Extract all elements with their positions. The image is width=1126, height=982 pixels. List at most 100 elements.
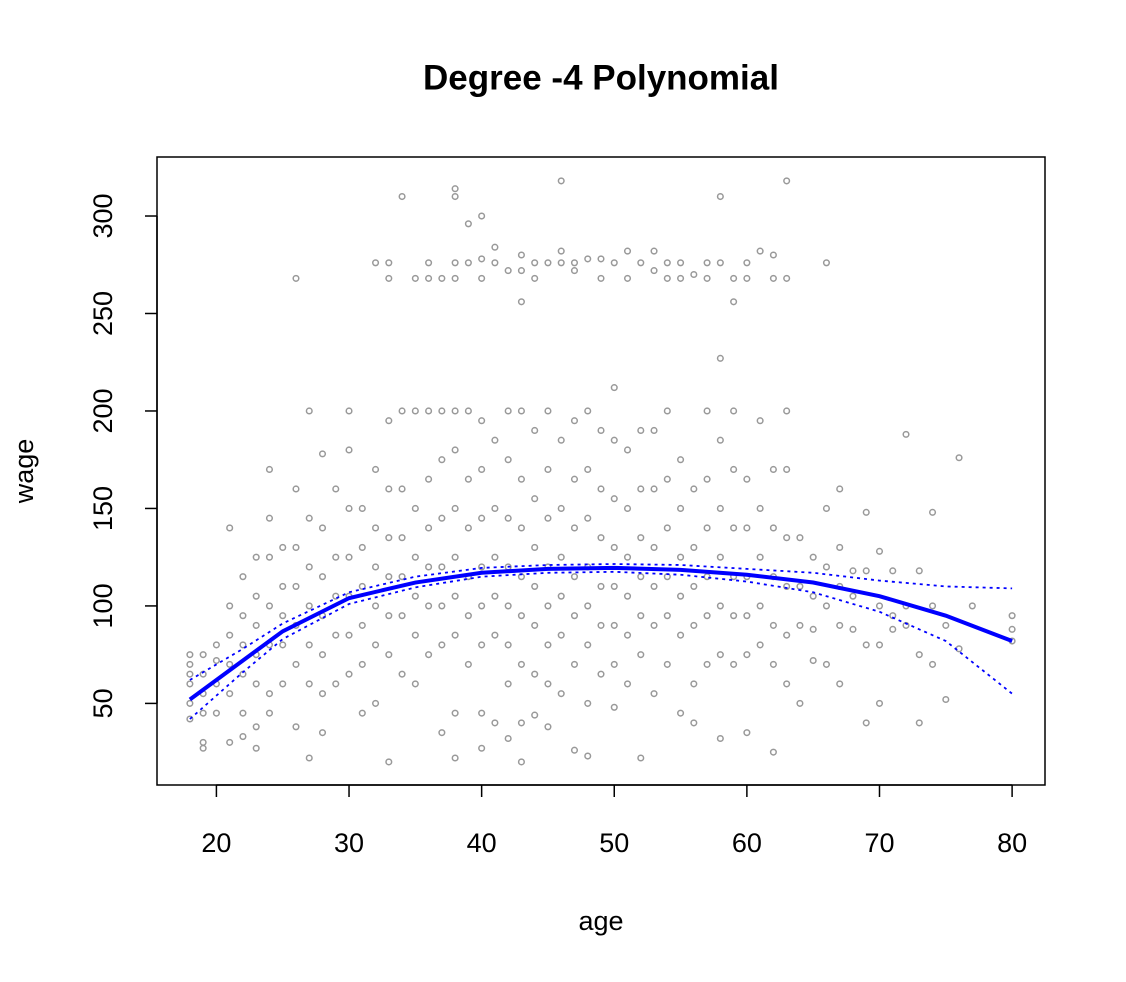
- data-point: [809, 656, 817, 665]
- data-point: [610, 495, 618, 503]
- data-point: [743, 259, 751, 267]
- data-point: [385, 274, 393, 282]
- data-point: [677, 274, 685, 282]
- y-tick-label: 300: [88, 193, 118, 238]
- data-point: [584, 465, 592, 474]
- data-point: [531, 670, 539, 678]
- data-point: [570, 475, 579, 483]
- data-point: [332, 553, 340, 561]
- data-point: [504, 680, 512, 688]
- data-point: [451, 185, 459, 193]
- data-point: [358, 504, 366, 513]
- data-point: [372, 641, 380, 649]
- data-point: [464, 220, 472, 228]
- data-point: [544, 680, 552, 688]
- data-point: [663, 524, 671, 532]
- data-point: [902, 430, 910, 438]
- data-point: [730, 298, 738, 306]
- data-point: [425, 274, 433, 282]
- data-point: [517, 298, 525, 306]
- data-point: [411, 592, 419, 600]
- data-point: [265, 553, 274, 561]
- data-point: [822, 563, 830, 571]
- x-tick-label: 50: [599, 828, 629, 858]
- data-point: [783, 465, 791, 474]
- y-axis-label: wage: [9, 439, 39, 505]
- data-point: [862, 567, 870, 575]
- data-point: [305, 407, 313, 415]
- fit-line: [188, 565, 1013, 702]
- x-tick-label: 20: [201, 828, 231, 858]
- data-point: [451, 631, 459, 639]
- data-point: [730, 612, 738, 620]
- data-point: [504, 602, 512, 610]
- x-tick-label: 60: [732, 828, 762, 858]
- data-point: [372, 563, 380, 571]
- data-point: [292, 485, 300, 493]
- data-point: [478, 212, 486, 220]
- x-axis-label: age: [578, 906, 623, 936]
- data-point: [517, 660, 525, 668]
- data-point: [478, 417, 486, 425]
- data-point: [716, 651, 724, 659]
- chart-title: Degree -4 Polynomial: [423, 58, 779, 97]
- data-point: [597, 255, 605, 263]
- data-point: [252, 723, 260, 731]
- data-point: [451, 259, 459, 267]
- data-point: [517, 719, 525, 727]
- data-point: [849, 592, 857, 600]
- data-point: [199, 709, 207, 717]
- data-point: [650, 582, 658, 590]
- data-point: [358, 582, 366, 590]
- data-point: [769, 748, 777, 756]
- data-point: [531, 426, 539, 435]
- data-point: [557, 247, 565, 255]
- data-point: [438, 641, 446, 649]
- data-point: [597, 582, 605, 590]
- data-point: [279, 543, 287, 551]
- data-point: [610, 436, 618, 444]
- data-point: [584, 407, 592, 415]
- data-point: [438, 602, 446, 610]
- data-point: [226, 738, 234, 746]
- data-point: [504, 641, 512, 649]
- data-point: [504, 514, 512, 522]
- data-point: [517, 251, 525, 259]
- data-point: [305, 514, 313, 522]
- data-point: [451, 407, 459, 415]
- data-point: [372, 259, 380, 267]
- data-point: [239, 612, 247, 620]
- data-point: [517, 524, 525, 532]
- data-point: [491, 553, 499, 561]
- data-point: [531, 711, 539, 719]
- data-point: [955, 645, 963, 653]
- data-point: [265, 602, 274, 610]
- data-point: [464, 660, 472, 668]
- data-point: [517, 407, 525, 415]
- data-point: [743, 475, 751, 483]
- data-point: [623, 592, 632, 600]
- data-point: [716, 504, 724, 513]
- data-point: [570, 746, 579, 754]
- data-point: [822, 259, 830, 267]
- data-point: [756, 417, 764, 425]
- data-point: [504, 407, 512, 415]
- data-point: [557, 631, 565, 639]
- data-point: [239, 641, 247, 649]
- data-point: [265, 709, 274, 717]
- data-point: [239, 733, 247, 741]
- data-point: [623, 631, 632, 639]
- data-point: [318, 690, 327, 698]
- data-point: [968, 602, 976, 610]
- data-point: [305, 641, 313, 649]
- data-point: [517, 758, 525, 766]
- data-point: [637, 426, 645, 435]
- data-point: [438, 407, 446, 415]
- data-point: [637, 754, 645, 762]
- data-point: [491, 504, 499, 513]
- data-point: [504, 267, 512, 275]
- data-point: [584, 602, 592, 610]
- data-point: [584, 255, 592, 263]
- data-point: [716, 192, 724, 201]
- data-point: [875, 641, 884, 649]
